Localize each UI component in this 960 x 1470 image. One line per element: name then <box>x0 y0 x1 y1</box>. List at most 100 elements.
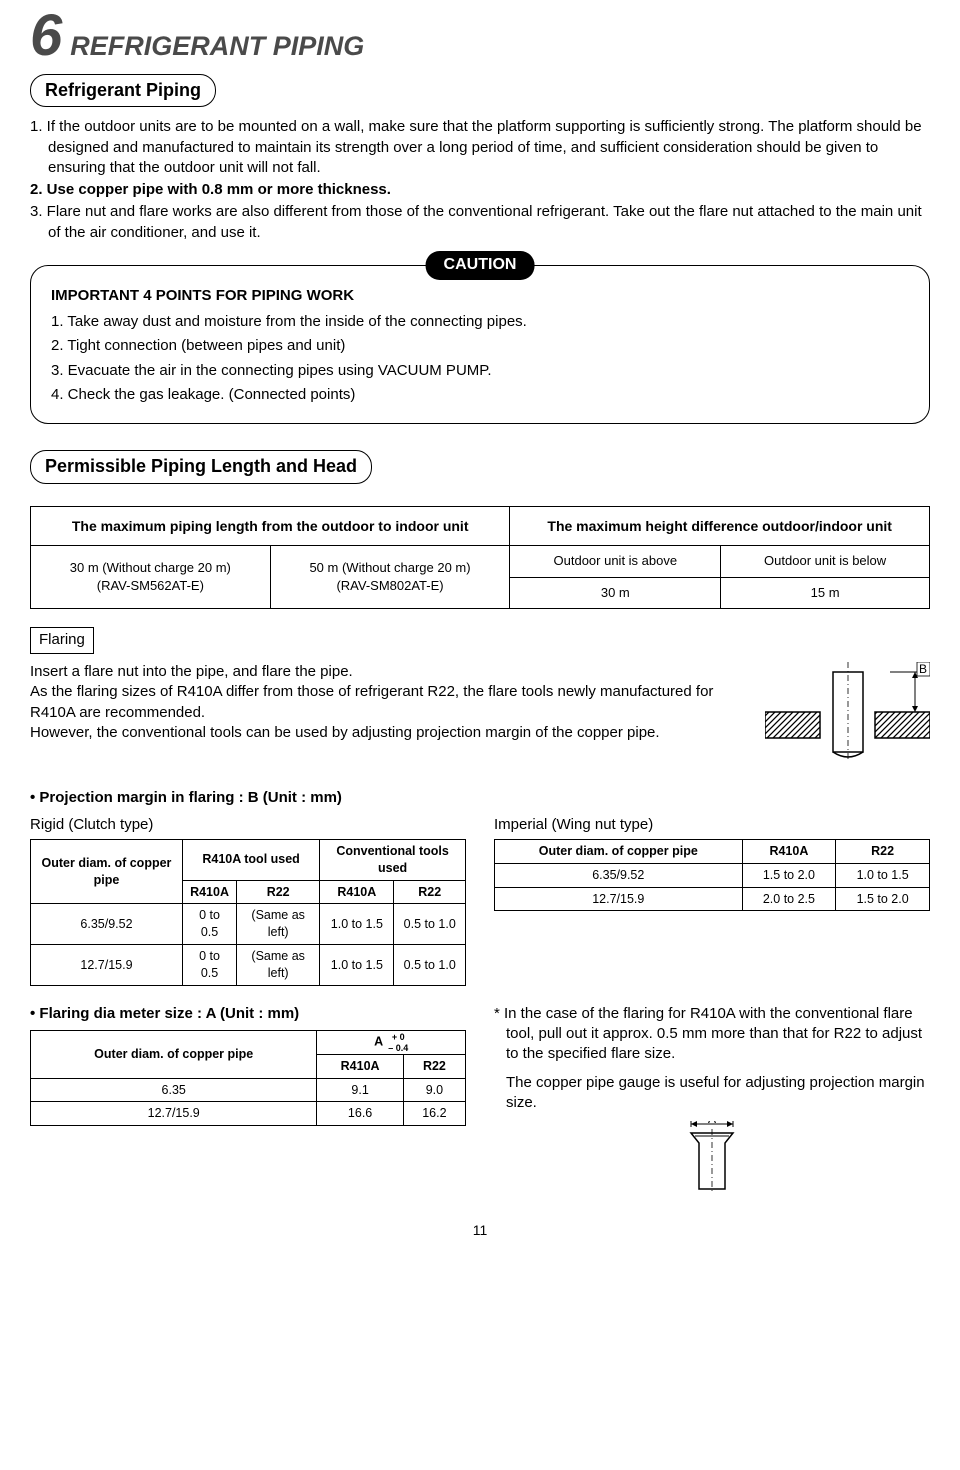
plt-row-0: 6.35/9.52 0 to 0.5 (Same as left) 1.0 to… <box>31 904 466 945</box>
flare-diagram-b-icon: B <box>765 662 930 772</box>
footnote-row: • Flaring dia meter size : A (Unit : mm)… <box>30 1004 930 1191</box>
intro-item-1: 1. If the outdoor units are to be mounte… <box>30 117 930 178</box>
lh-c1a: 30 m (Without charge 20 m) <box>70 560 231 575</box>
plt-h-r22-2: R22 <box>394 880 466 904</box>
lh-c2b: (RAV-SM802AT-E) <box>336 578 443 593</box>
plt-h-grp1: R410A tool used <box>182 839 319 880</box>
intro-item-3: 3. Flare nut and flare works are also di… <box>30 202 930 243</box>
projection-section: • Projection margin in flaring : B (Unit… <box>30 788 930 986</box>
flaring-text: Insert a flare nut into the pipe, and fl… <box>30 662 747 743</box>
caution-item-4: 4. Check the gas leakage. (Connected poi… <box>51 385 909 405</box>
prt-h1: Outer diam. of copper pipe <box>495 839 743 863</box>
intro-item-2: 2. Use copper pipe with 0.8 mm or more t… <box>30 180 930 200</box>
fdt-h-r410a: R410A <box>317 1054 403 1078</box>
proj-right-caption: Imperial (Wing nut type) <box>494 815 930 835</box>
caution-item-3: 3. Evacuate the air in the connecting pi… <box>51 361 909 381</box>
diagram-b-label: B <box>919 662 927 676</box>
fdt-c: 16.2 <box>403 1102 465 1126</box>
chapter-title: REFRIGERANT PIPING <box>70 33 364 60</box>
prt-c: 1.5 to 2.0 <box>742 863 836 887</box>
fdt-c: 16.6 <box>317 1102 403 1126</box>
caution-item-1: 1. Take away dust and moisture from the … <box>51 312 909 332</box>
plt-row-1: 12.7/15.9 0 to 0.5 (Same as left) 1.0 to… <box>31 945 466 986</box>
fdt-h-a: A + 0 – 0.4 <box>317 1031 466 1055</box>
chapter-number: 6 <box>30 10 62 62</box>
prt-c: 12.7/15.9 <box>495 887 743 911</box>
lh-cell-50m: 50 m (Without charge 20 m) (RAV-SM802AT-… <box>270 546 510 608</box>
fdt-c: 6.35 <box>31 1078 317 1102</box>
prt-c: 1.5 to 2.0 <box>836 887 930 911</box>
caution-header: IMPORTANT 4 POINTS FOR PIPING WORK <box>51 286 909 306</box>
lh-c2a: 50 m (Without charge 20 m) <box>309 560 470 575</box>
fdt-c: 9.1 <box>317 1078 403 1102</box>
flaring-p3: However, the conventional tools can be u… <box>30 723 747 743</box>
prt-row-0: 6.35/9.52 1.5 to 2.0 1.0 to 1.5 <box>495 863 930 887</box>
plt-c: 12.7/15.9 <box>31 945 183 986</box>
lh-15m-val: 15 m <box>721 577 930 608</box>
proj-right-col: Imperial (Wing nut type) Outer diam. of … <box>494 813 930 986</box>
prt-c: 2.0 to 2.5 <box>742 887 836 911</box>
flaring-row: Insert a flare nut into the pipe, and fl… <box>30 662 930 778</box>
prt-h3: R22 <box>836 839 930 863</box>
plt-c: (Same as left) <box>237 945 320 986</box>
caution-box: IMPORTANT 4 POINTS FOR PIPING WORK 1. Ta… <box>30 265 930 424</box>
length-head-table: The maximum piping length from the outdo… <box>30 506 930 609</box>
lh-header-left: The maximum piping length from the outdo… <box>31 506 510 546</box>
plt-c: 1.0 to 1.5 <box>320 945 394 986</box>
fdt-a-letter: A <box>374 1035 383 1049</box>
prt-row-1: 12.7/15.9 2.0 to 2.5 1.5 to 2.0 <box>495 887 930 911</box>
flaring-p2: As the flaring sizes of R410A differ fro… <box>30 682 747 723</box>
intro-list: 1. If the outdoor units are to be mounte… <box>30 117 930 243</box>
plt-c: 6.35/9.52 <box>31 904 183 945</box>
lh-above: Outdoor unit is above <box>510 546 721 577</box>
proj-right-table: Outer diam. of copper pipe R410A R22 6.3… <box>494 839 930 912</box>
section-permissible: Permissible Piping Length and Head The m… <box>30 450 930 609</box>
fdt-c: 9.0 <box>403 1078 465 1102</box>
caution-items: 1. Take away dust and moisture from the … <box>51 312 909 405</box>
proj-left-col: Rigid (Clutch type) Outer diam. of coppe… <box>30 813 466 986</box>
flare-diagram-a-icon: A <box>667 1121 757 1191</box>
plt-h-r410a-1: R410A <box>182 880 236 904</box>
chapter-heading: 6 REFRIGERANT PIPING <box>30 10 930 62</box>
diagram-a-label: A <box>708 1121 716 1126</box>
lh-header-right: The maximum height difference outdoor/in… <box>510 506 930 546</box>
plt-c: 1.0 to 1.5 <box>320 904 394 945</box>
lh-cell-30m: 30 m (Without charge 20 m) (RAV-SM562AT-… <box>31 546 271 608</box>
fdt-row-1: 12.7/15.9 16.6 16.2 <box>31 1102 466 1126</box>
lh-c1b: (RAV-SM562AT-E) <box>97 578 204 593</box>
lh-30m-val: 30 m <box>510 577 721 608</box>
fdt-c: 12.7/15.9 <box>31 1102 317 1126</box>
fdt-h-r22: R22 <box>403 1054 465 1078</box>
flare-dia-title: • Flaring dia meter size : A (Unit : mm) <box>30 1004 466 1024</box>
plt-c: 0.5 to 1.0 <box>394 904 466 945</box>
lh-below: Outdoor unit is below <box>721 546 930 577</box>
plt-h-outer: Outer diam. of copper pipe <box>31 839 183 904</box>
section-pill-permissible: Permissible Piping Length and Head <box>30 450 372 483</box>
page-number: 11 <box>30 1221 930 1240</box>
footnote-p2: The copper pipe gauge is useful for adju… <box>494 1073 930 1114</box>
caution-item-2: 2. Tight connection (between pipes and u… <box>51 336 909 356</box>
plt-h-r22-1: R22 <box>237 880 320 904</box>
plt-h-r410a-2: R410A <box>320 880 394 904</box>
diagram-b: B <box>765 662 930 778</box>
prt-c: 1.0 to 1.5 <box>836 863 930 887</box>
fdt-h-outer: Outer diam. of copper pipe <box>31 1031 317 1078</box>
plt-c: 0 to 0.5 <box>182 945 236 986</box>
flare-dia-block: • Flaring dia meter size : A (Unit : mm)… <box>30 1004 466 1126</box>
flaring-p1: Insert a flare nut into the pipe, and fl… <box>30 662 747 682</box>
plt-c: 0.5 to 1.0 <box>394 945 466 986</box>
caution-wrapper: CAUTION IMPORTANT 4 POINTS FOR PIPING WO… <box>30 265 930 424</box>
section-pill-refrigerant-piping: Refrigerant Piping <box>30 74 216 107</box>
plt-c: 0 to 0.5 <box>182 904 236 945</box>
footnote-block: * In the case of the flaring for R410A w… <box>494 1004 930 1191</box>
projection-title: • Projection margin in flaring : B (Unit… <box>30 788 930 808</box>
proj-left-table: Outer diam. of copper pipe R410A tool us… <box>30 839 466 986</box>
caution-badge: CAUTION <box>426 251 535 280</box>
flaring-box-label: Flaring <box>30 627 94 654</box>
fdt-row-0: 6.35 9.1 9.0 <box>31 1078 466 1102</box>
fdt-tol-top: + 0 <box>392 1032 405 1042</box>
flare-dia-table: Outer diam. of copper pipe A + 0 – 0.4 R… <box>30 1030 466 1126</box>
prt-h2: R410A <box>742 839 836 863</box>
plt-c: (Same as left) <box>237 904 320 945</box>
prt-c: 6.35/9.52 <box>495 863 743 887</box>
